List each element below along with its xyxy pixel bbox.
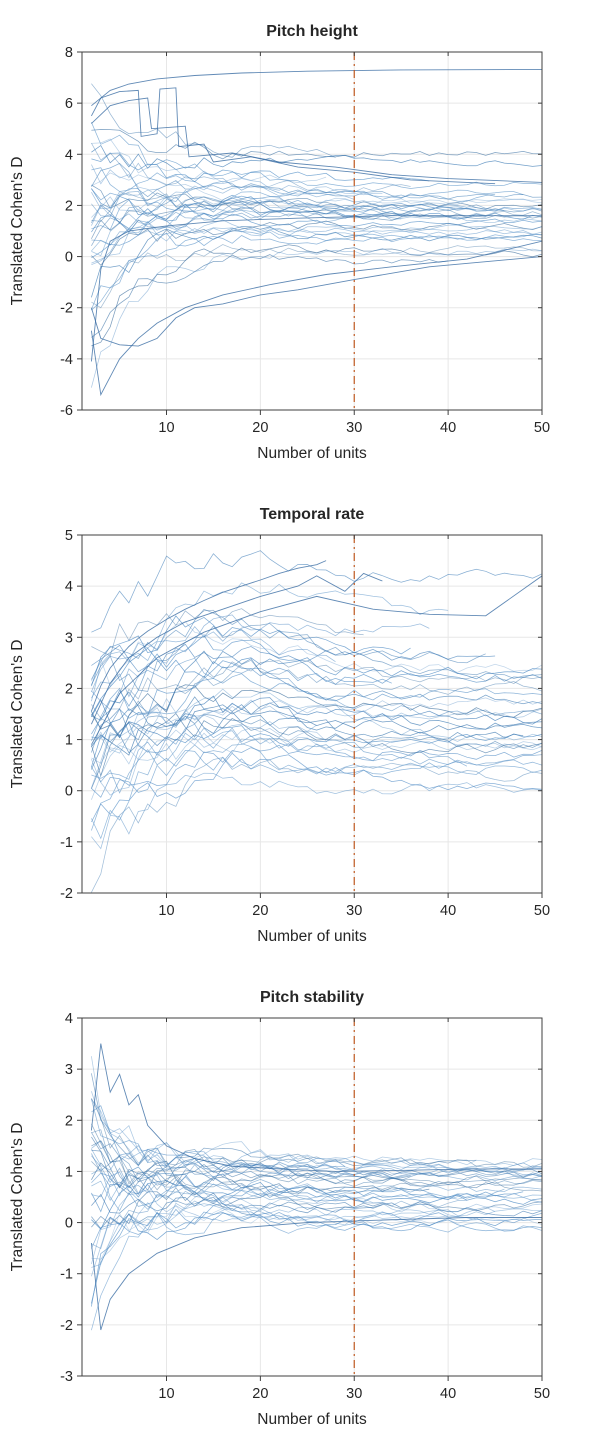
y-tick-label: 0 bbox=[65, 250, 73, 266]
tick-marks: 10 20 30 40 50 -6 -4 -2 0 2 4 6 8 bbox=[60, 45, 550, 436]
y-tick-label: 4 bbox=[65, 147, 73, 163]
plot-area-temporal-rate: 10 20 30 40 50 -2 -1 0 1 2 3 4 5 bbox=[60, 528, 550, 919]
gridlines bbox=[82, 51, 543, 411]
series-steep-rise bbox=[90, 215, 542, 362]
chart-title-pitch-stability: Pitch stability bbox=[260, 989, 364, 1006]
x-axis-label: Number of units bbox=[257, 928, 367, 945]
y-tick-label: -2 bbox=[60, 886, 73, 902]
chart-pitch-stability: 10 20 30 40 50 -3 -2 -1 0 1 2 3 4 Pitch stability Nu… bbox=[0, 966, 608, 1449]
x-axis-label: Number of units bbox=[257, 1411, 367, 1428]
y-tick-label: 0 bbox=[65, 1216, 73, 1232]
y-axis-label: Translated Cohen's D bbox=[9, 157, 26, 306]
y-tick-label: 4 bbox=[65, 1011, 73, 1027]
axes-box bbox=[81, 534, 543, 894]
tick-marks: 10 20 30 40 50 -3 -2 -1 0 1 2 3 4 bbox=[60, 1011, 550, 1402]
pitch-height-axes: 10 20 30 40 50 -6 -4 -2 0 2 4 6 8 Pitch height Numbe… bbox=[9, 23, 550, 462]
chart-title-temporal-rate: Temporal rate bbox=[260, 506, 365, 523]
y-tick-label: 4 bbox=[65, 579, 73, 595]
x-tick-label: 10 bbox=[158, 420, 174, 436]
y-tick-label: 1 bbox=[65, 733, 73, 749]
x-tick-label: 50 bbox=[534, 420, 550, 436]
bootstrap-series bbox=[90, 68, 542, 397]
chart-temporal-rate: 10 20 30 40 50 -2 -1 0 1 2 3 4 5 Temporal rate Numbe… bbox=[0, 483, 608, 966]
x-tick-label: 40 bbox=[440, 420, 456, 436]
x-tick-label: 30 bbox=[346, 903, 362, 919]
x-axis-label: Number of units bbox=[257, 445, 367, 462]
series-high-b bbox=[90, 572, 383, 725]
y-tick-label: 0 bbox=[65, 784, 73, 800]
x-tick-label: 50 bbox=[534, 1386, 550, 1402]
y-tick-label: 8 bbox=[65, 45, 73, 61]
x-tick-label: 20 bbox=[252, 903, 268, 919]
series-step-drop-b bbox=[91, 97, 542, 183]
y-tick-label: -2 bbox=[60, 301, 73, 317]
x-tick-label: 50 bbox=[534, 903, 550, 919]
x-tick-label: 30 bbox=[346, 1386, 362, 1402]
series-right-top bbox=[91, 575, 542, 745]
series-upper-envelope bbox=[91, 68, 542, 107]
series-neg-dip bbox=[90, 1217, 542, 1331]
tick-marks: 10 20 30 40 50 -2 -1 0 1 2 3 4 5 bbox=[60, 528, 550, 919]
series-low-dip bbox=[90, 256, 542, 347]
axes-box bbox=[81, 51, 543, 411]
y-tick-label: 2 bbox=[65, 198, 73, 214]
chart-title-pitch-height: Pitch height bbox=[266, 23, 358, 40]
chart-pitch-height: 10 20 30 40 50 -6 -4 -2 0 2 4 6 8 Pitch height Numbe… bbox=[0, 0, 608, 483]
y-tick-label: -4 bbox=[60, 352, 73, 368]
y-tick-label: 3 bbox=[65, 630, 73, 646]
x-tick-label: 30 bbox=[346, 420, 362, 436]
x-tick-label: 40 bbox=[440, 1386, 456, 1402]
y-tick-label: -6 bbox=[60, 403, 73, 419]
x-tick-label: 40 bbox=[440, 903, 456, 919]
series-spike bbox=[90, 1043, 542, 1172]
x-tick-label: 10 bbox=[158, 903, 174, 919]
axes-box bbox=[81, 1017, 543, 1377]
y-axis-label: Translated Cohen's D bbox=[9, 1123, 26, 1272]
pitch-stability-axes: 10 20 30 40 50 -3 -2 -1 0 1 2 3 4 Pitch stability Nu… bbox=[9, 989, 550, 1428]
plot-area-pitch-stability: 10 20 30 40 50 -3 -2 -1 0 1 2 3 4 bbox=[60, 1011, 550, 1402]
y-tick-label: -1 bbox=[60, 1267, 73, 1283]
y-tick-label: 1 bbox=[65, 1164, 73, 1180]
bootstrap-series bbox=[90, 1043, 542, 1331]
y-axis-label: Translated Cohen's D bbox=[9, 640, 26, 789]
y-tick-label: -2 bbox=[60, 1318, 73, 1334]
x-tick-label: 10 bbox=[158, 1386, 174, 1402]
temporal-rate-axes: 10 20 30 40 50 -2 -1 0 1 2 3 4 5 Temporal rate Numbe… bbox=[9, 506, 550, 945]
series-low-outlier bbox=[90, 240, 542, 397]
series-smooth-envelope bbox=[90, 560, 327, 712]
x-tick-label: 20 bbox=[252, 1386, 268, 1402]
y-tick-label: 6 bbox=[65, 96, 73, 112]
y-tick-label: 5 bbox=[65, 528, 73, 544]
series-step-drop-a bbox=[91, 87, 496, 185]
y-tick-label: 3 bbox=[65, 1062, 73, 1078]
bootstrap-series bbox=[90, 550, 542, 893]
y-tick-label: 2 bbox=[65, 1113, 73, 1129]
y-tick-label: -3 bbox=[60, 1369, 73, 1385]
plot-area-pitch-height: 10 20 30 40 50 -6 -4 -2 0 2 4 6 8 bbox=[60, 45, 550, 436]
y-tick-label: -1 bbox=[60, 835, 73, 851]
y-tick-label: 2 bbox=[65, 681, 73, 697]
x-tick-label: 20 bbox=[252, 420, 268, 436]
